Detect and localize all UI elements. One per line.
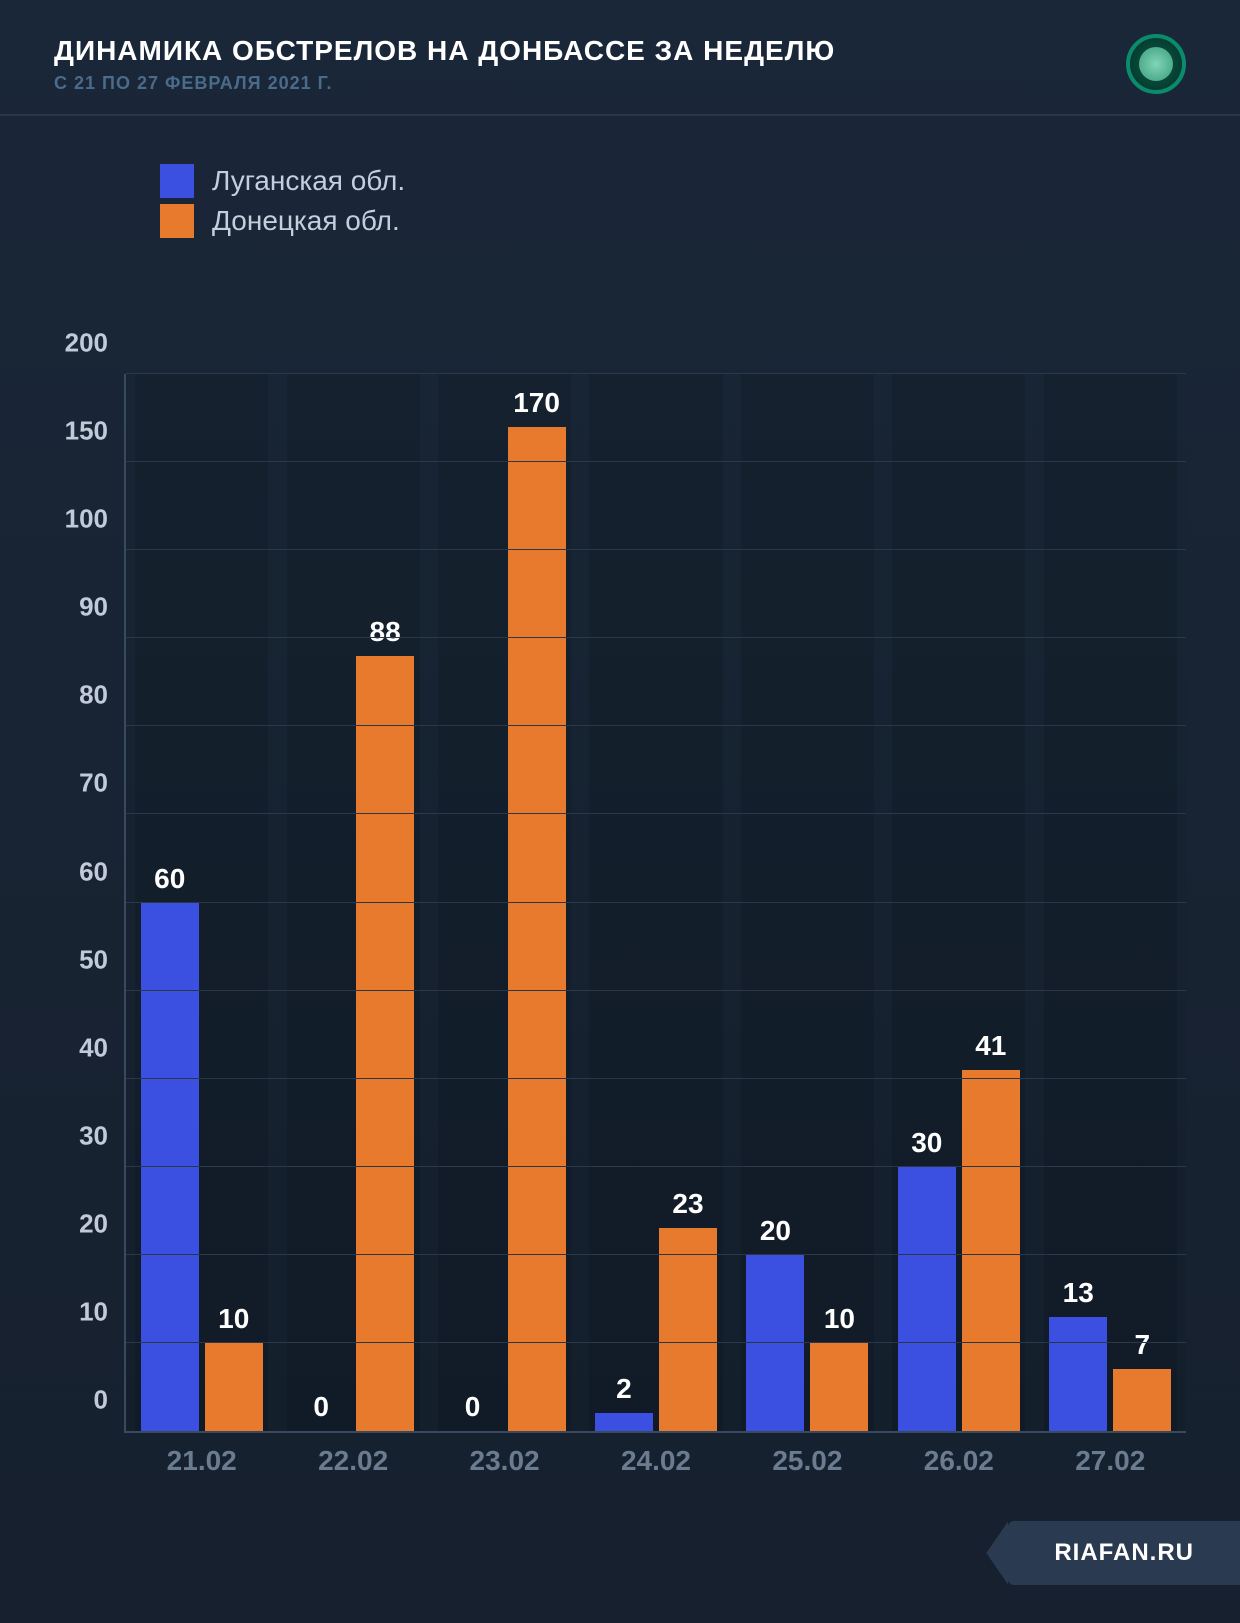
source-tag: RIAFAN.RU xyxy=(1008,1521,1240,1585)
legend-item: Луганская обл. xyxy=(160,164,1240,198)
page-title: ДИНАМИКА ОБСТРЕЛОВ НА ДОНБАССЕ ЗА НЕДЕЛЮ xyxy=(54,35,1126,67)
gridline xyxy=(126,813,1186,814)
bar-value-label: 13 xyxy=(1063,1277,1094,1309)
legend-swatch xyxy=(160,164,194,198)
bar-group: 22324.02 xyxy=(580,374,731,1431)
bar-value-label: 23 xyxy=(672,1188,703,1220)
bar: 23 xyxy=(659,1228,717,1431)
gridline xyxy=(126,902,1186,903)
bar-value-label: 10 xyxy=(824,1303,855,1335)
legend-swatch xyxy=(160,204,194,238)
bar: 7 xyxy=(1113,1369,1171,1431)
gridline xyxy=(126,1166,1186,1167)
legend: Луганская обл. Донецкая обл. xyxy=(0,116,1240,238)
gridline xyxy=(126,461,1186,462)
bar-value-label: 20 xyxy=(760,1215,791,1247)
chart: 601021.0208822.02017023.0222324.02201025… xyxy=(54,374,1186,1483)
bar-group: 017023.02 xyxy=(429,374,580,1431)
brand-logo-inner xyxy=(1139,47,1173,81)
legend-label: Донецкая обл. xyxy=(212,205,400,237)
xtick-label: 24.02 xyxy=(580,1445,731,1477)
header-titles: ДИНАМИКА ОБСТРЕЛОВ НА ДОНБАССЕ ЗА НЕДЕЛЮ… xyxy=(54,35,1126,94)
ytick-label: 10 xyxy=(79,1296,108,1327)
gridline xyxy=(126,990,1186,991)
gridline xyxy=(126,725,1186,726)
ytick-label: 60 xyxy=(79,856,108,887)
gridline xyxy=(126,637,1186,638)
plot-area: 601021.0208822.02017023.0222324.02201025… xyxy=(124,374,1186,1433)
ytick-label: 50 xyxy=(79,944,108,975)
ytick-label: 150 xyxy=(65,416,108,447)
bar-group: 601021.02 xyxy=(126,374,277,1431)
page-subtitle: С 21 ПО 27 ФЕВРАЛЯ 2021 Г. xyxy=(54,73,1126,94)
bar-group: 304126.02 xyxy=(883,374,1034,1431)
ytick-label: 70 xyxy=(79,768,108,799)
bar-group: 08822.02 xyxy=(277,374,428,1431)
xtick-label: 21.02 xyxy=(126,1445,277,1477)
bar-value-label: 60 xyxy=(154,863,185,895)
ytick-label: 0 xyxy=(94,1385,108,1416)
gridline xyxy=(126,1342,1186,1343)
legend-item: Донецкая обл. xyxy=(160,204,1240,238)
bar-group: 13727.02 xyxy=(1035,374,1186,1431)
bar: 10 xyxy=(810,1343,868,1431)
bar-columns: 601021.0208822.02017023.0222324.02201025… xyxy=(126,374,1186,1431)
bar: 88 xyxy=(356,656,414,1431)
bar: 10 xyxy=(205,1343,263,1431)
ytick-label: 100 xyxy=(65,504,108,535)
column-stripe xyxy=(1044,374,1177,1431)
ytick-label: 200 xyxy=(65,328,108,359)
bar-value-label: 0 xyxy=(465,1391,481,1423)
xtick-label: 22.02 xyxy=(277,1445,428,1477)
bar-value-label: 30 xyxy=(911,1127,942,1159)
ytick-label: 90 xyxy=(79,592,108,623)
bar-value-label: 7 xyxy=(1134,1329,1150,1361)
header: ДИНАМИКА ОБСТРЕЛОВ НА ДОНБАССЕ ЗА НЕДЕЛЮ… xyxy=(0,0,1240,116)
ytick-label: 80 xyxy=(79,680,108,711)
brand-logo-icon xyxy=(1126,34,1186,94)
bar-value-label: 88 xyxy=(370,616,401,648)
bar: 2 xyxy=(595,1413,653,1431)
gridline xyxy=(126,373,1186,374)
gridline xyxy=(126,549,1186,550)
gridline xyxy=(126,1078,1186,1079)
bar: 20 xyxy=(746,1255,804,1431)
bar: 60 xyxy=(141,903,199,1432)
legend-label: Луганская обл. xyxy=(212,165,405,197)
xtick-label: 26.02 xyxy=(883,1445,1034,1477)
bar-value-label: 41 xyxy=(975,1030,1006,1062)
bar: 30 xyxy=(898,1167,956,1431)
xtick-label: 23.02 xyxy=(429,1445,580,1477)
ytick-label: 20 xyxy=(79,1208,108,1239)
bar-value-label: 0 xyxy=(313,1391,329,1423)
bar: 170 xyxy=(508,427,566,1431)
xtick-label: 27.02 xyxy=(1035,1445,1186,1477)
bar: 13 xyxy=(1049,1317,1107,1432)
ytick-label: 30 xyxy=(79,1120,108,1151)
ytick-label: 40 xyxy=(79,1032,108,1063)
xtick-label: 25.02 xyxy=(732,1445,883,1477)
gridline xyxy=(126,1254,1186,1255)
bar-value-label: 170 xyxy=(513,387,560,419)
bar-value-label: 10 xyxy=(218,1303,249,1335)
bar-group: 201025.02 xyxy=(732,374,883,1431)
bar-value-label: 2 xyxy=(616,1373,632,1405)
bar: 41 xyxy=(962,1070,1020,1431)
